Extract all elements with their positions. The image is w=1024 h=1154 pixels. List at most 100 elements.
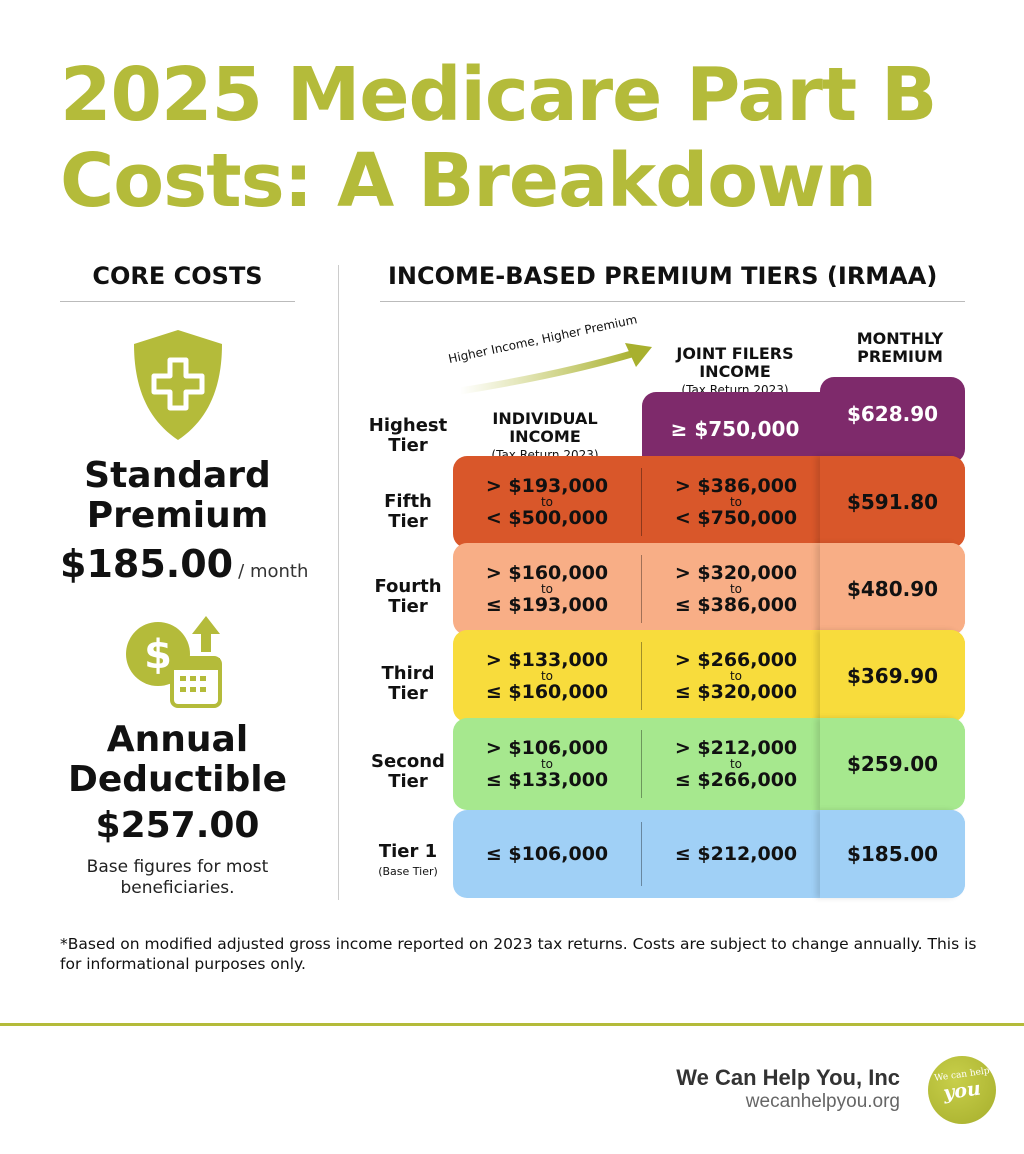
individual-income: ≤ $106,000 <box>485 842 609 865</box>
range-to-word: to <box>540 668 554 683</box>
label-line: Annual <box>106 719 249 760</box>
column-divider <box>338 265 339 900</box>
range-from: > $160,000 <box>485 561 609 584</box>
individual-income: > $106,000 to ≤ $133,000 <box>453 736 641 791</box>
joint-income-header: JOINT FILERS INCOME (Tax Return 2023) <box>650 345 820 399</box>
joint-income: > $266,000 to ≤ $320,000 <box>642 648 830 703</box>
premium-unit: / month <box>238 561 309 582</box>
divider <box>380 301 965 302</box>
range-to: ≤ $320,000 <box>674 680 798 703</box>
tier-row-tier1: ≤ $106,000 ≤ $212,000 $185.00 <box>453 810 965 898</box>
title-line-2: Costs: A Breakdown <box>60 138 877 224</box>
standard-premium: $185.00 / month <box>60 542 308 586</box>
range-to-word: to <box>540 494 554 509</box>
highest-tier-joint: ≥ $750,000 <box>642 392 828 466</box>
base-figures-note: Base figures for most beneficiaries. <box>86 857 269 898</box>
tier-name: Fourth Tier <box>374 576 442 617</box>
monthly-premium: $185.00 <box>820 810 965 898</box>
header-line: INCOME <box>699 362 771 381</box>
header-line: MONTHLY <box>856 329 944 348</box>
range-to-word: to <box>729 668 743 683</box>
range-to: < $500,000 <box>485 506 609 529</box>
tier-label-third: Third Tier <box>362 664 454 704</box>
header-line: PREMIUM <box>857 347 943 366</box>
range-to-word: to <box>540 581 554 596</box>
tier-sub: (Base Tier) <box>378 865 438 878</box>
standard-premium-label: Standard Premium <box>40 456 315 536</box>
range-to: < $750,000 <box>674 506 798 529</box>
divider <box>60 301 295 302</box>
core-costs-heading: CORE COSTS <box>92 262 263 290</box>
monthly-premium: $259.00 <box>820 718 965 810</box>
range-to: ≤ $193,000 <box>485 593 609 616</box>
footer-rule <box>0 1023 1024 1026</box>
standard-premium-value: $185.00 <box>60 542 234 586</box>
range-from: > $386,000 <box>674 474 798 497</box>
tier-label-fifth: Fifth Tier <box>362 492 454 532</box>
range-from: > $266,000 <box>674 648 798 671</box>
tier-name: Tier 1 <box>378 841 438 862</box>
range-to-word: to <box>540 756 554 771</box>
header-line: INDIVIDUAL <box>492 409 598 428</box>
dollar-calendar-up-icon: $ <box>126 616 222 708</box>
tier-label-second: Second Tier <box>362 752 454 792</box>
cell-divider <box>641 642 642 710</box>
company-logo: We can help you <box>928 1056 996 1124</box>
tier-label-fourth: Fourth Tier <box>362 577 454 617</box>
page-title: 2025 Medicare Part B Costs: A Breakdown <box>60 52 937 224</box>
joint-income: > $386,000 to < $750,000 <box>642 474 830 529</box>
range-to: ≤ $386,000 <box>674 593 798 616</box>
company-name: We Can Help You, Inc <box>676 1065 900 1090</box>
label-line: Deductible <box>67 759 288 800</box>
cell-divider <box>641 468 642 536</box>
cell-divider <box>641 555 642 623</box>
joint-income: ≤ $212,000 <box>674 842 798 865</box>
header-line: INCOME <box>509 427 581 446</box>
tier-label-highest: Highest Tier <box>368 415 448 456</box>
annual-deductible-value: $257.00 <box>95 805 260 846</box>
range-from: > $193,000 <box>485 474 609 497</box>
tier-name: Second Tier <box>371 751 445 792</box>
range-from: > $320,000 <box>674 561 798 584</box>
range-to-word: to <box>729 494 743 509</box>
monthly-premium: $369.90 <box>820 630 965 722</box>
tier-name: Fifth Tier <box>384 491 432 532</box>
svg-text:$: $ <box>144 632 172 678</box>
range-to: ≤ $160,000 <box>485 680 609 703</box>
annual-deductible: Annual Deductible $257.00 <box>40 720 315 846</box>
tier-row-second: > $106,000 to ≤ $133,000 > $212,000 to ≤ $266… <box>453 718 965 810</box>
arrow-up-right-icon <box>459 343 652 395</box>
tier-row-fourth: > $160,000 to ≤ $193,000 > $320,000 to ≤ $386… <box>453 543 965 635</box>
range-from: > $106,000 <box>485 736 609 759</box>
tier-label-tier1: Tier 1 (Base Tier) <box>362 842 454 882</box>
range-to: ≤ $133,000 <box>485 768 609 791</box>
footer-company: We Can Help You, Inc wecanhelpyou.org <box>676 1065 900 1113</box>
range-from: > $212,000 <box>674 736 798 759</box>
individual-income: > $160,000 to ≤ $193,000 <box>453 561 641 616</box>
cell-divider <box>641 822 642 886</box>
cell-divider <box>641 730 642 798</box>
range-to-word: to <box>729 756 743 771</box>
label-line: Standard <box>84 455 271 496</box>
range-from: > $133,000 <box>485 648 609 671</box>
joint-income: > $320,000 to ≤ $386,000 <box>642 561 830 616</box>
irmaa-heading: INCOME-BASED PREMIUM TIERS (IRMAA) <box>388 262 938 290</box>
monthly-premium: $591.80 <box>820 456 965 548</box>
tier-name: Third Tier <box>381 663 435 704</box>
individual-income: > $133,000 to ≤ $160,000 <box>453 648 641 703</box>
title-line-1: 2025 Medicare Part B <box>60 52 937 138</box>
joint-income: > $212,000 to ≤ $266,000 <box>642 736 830 791</box>
monthly-premium: $480.90 <box>820 543 965 635</box>
header-line: JOINT FILERS <box>676 344 794 363</box>
highest-tier-premium: $628.90 <box>820 377 965 463</box>
range-to: ≤ $266,000 <box>674 768 798 791</box>
shield-plus-icon <box>134 330 222 440</box>
tier-row-fifth: > $193,000 to < $500,000 > $386,000 to < $750… <box>453 456 965 548</box>
monthly-premium-header: MONTHLY PREMIUM <box>830 330 970 366</box>
company-url[interactable]: wecanhelpyou.org <box>745 1091 900 1112</box>
range-to-word: to <box>729 581 743 596</box>
individual-income: > $193,000 to < $500,000 <box>453 474 641 529</box>
footnote: *Based on modified adjusted gross income… <box>60 935 977 973</box>
label-line: Premium <box>86 495 269 536</box>
tier-row-third: > $133,000 to ≤ $160,000 > $266,000 to ≤ $320… <box>453 630 965 722</box>
